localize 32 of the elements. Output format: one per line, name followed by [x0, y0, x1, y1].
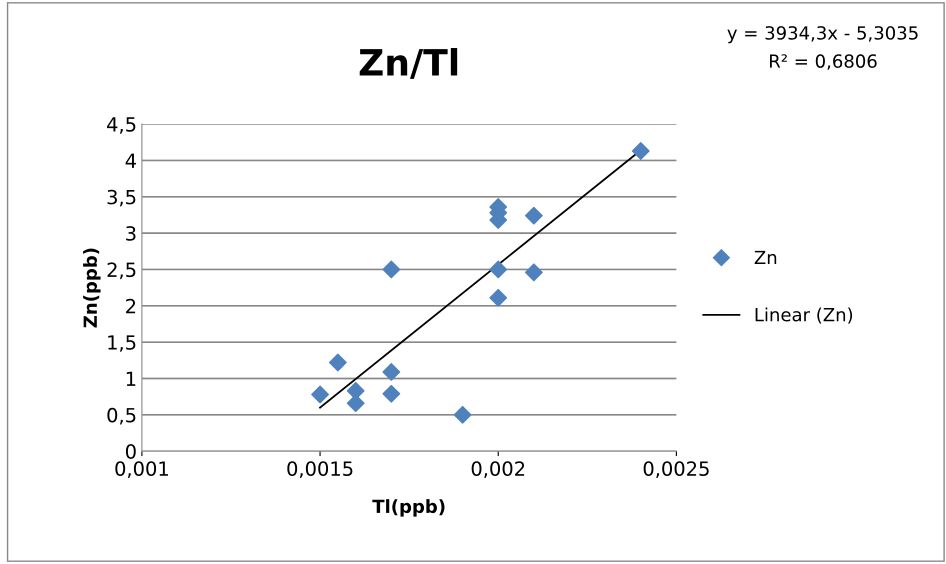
- y-tick-label: 2: [126, 298, 136, 314]
- legend-label: Zn: [754, 250, 776, 264]
- x-tick-label: 0,002: [472, 461, 524, 478]
- y-axis-title: Zn(ppb): [83, 248, 101, 328]
- y-tick-label: 3: [126, 226, 136, 241]
- legend-label: Linear (Zn): [756, 308, 852, 324]
- point: [311, 386, 329, 404]
- x-axis-title: Tl(ppb): [372, 499, 444, 517]
- y-tick-label: 2,5: [108, 262, 136, 280]
- chart-title: Zn/Tl: [360, 48, 458, 79]
- point: [328, 354, 347, 372]
- point: [382, 384, 400, 403]
- text: y = 3934,3x - 5,3035: [727, 26, 918, 44]
- x-tick-label: 0,0015: [287, 461, 352, 478]
- point: [382, 363, 400, 381]
- point: [489, 288, 508, 307]
- point: [524, 206, 543, 225]
- y-tick-label: 1,5: [108, 335, 136, 352]
- y-tick-label: 4,5: [107, 117, 136, 134]
- point: [489, 260, 508, 278]
- point: [632, 142, 650, 160]
- point: [524, 263, 543, 282]
- y-tick-label: 1: [126, 372, 136, 386]
- point: [454, 406, 472, 424]
- text: R² = 0,6806: [770, 54, 877, 70]
- point: [382, 260, 400, 278]
- y-tick-label: 3,5: [108, 190, 136, 206]
- y-tick-label: 0,5: [107, 408, 136, 424]
- x-tick-label: 0,0025: [644, 461, 709, 478]
- y-tick-label: 0: [126, 444, 136, 459]
- y-tick-label: 4: [126, 154, 136, 168]
- x-tick-label: 0,001: [115, 461, 168, 478]
